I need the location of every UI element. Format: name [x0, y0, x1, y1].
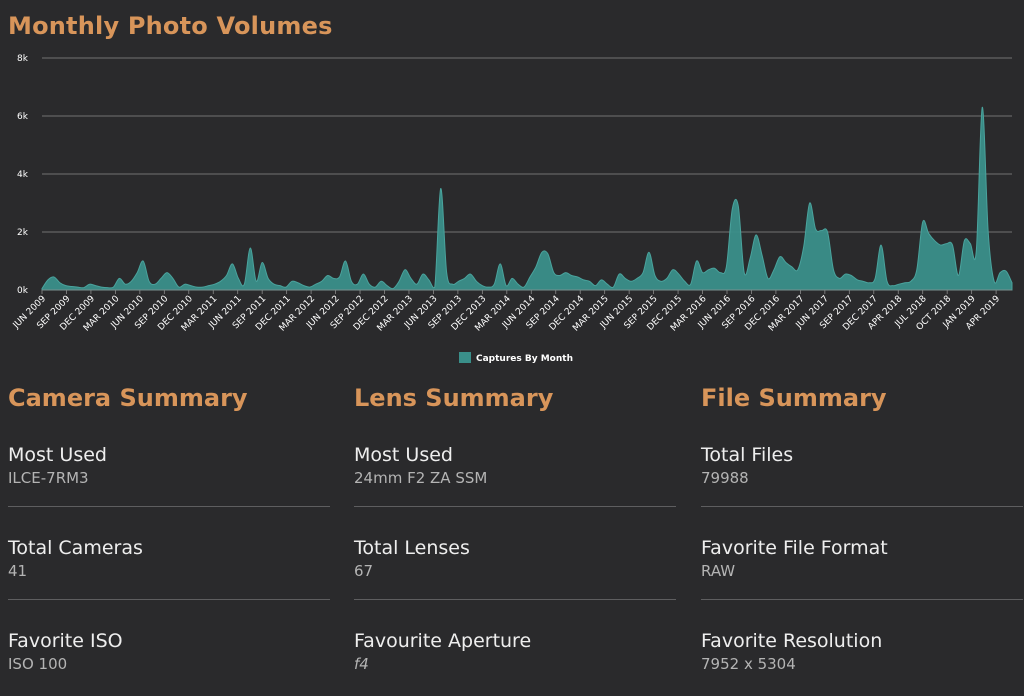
stat-total-cameras: Total Cameras 41	[8, 535, 330, 628]
chart-gridlines	[42, 57, 1012, 291]
stat-label: Favourite Aperture	[354, 630, 532, 652]
file-summary-title: File Summary	[701, 384, 887, 412]
divider	[8, 506, 330, 507]
lens-summary-section: Lens Summary Most Used 24mm F2 ZA SSM To…	[354, 378, 676, 696]
stat-label: Total Cameras	[8, 537, 143, 559]
stat-label: Favorite ISO	[8, 630, 123, 652]
y-tick-label: 2k	[17, 228, 29, 238]
legend-label: Captures By Month	[476, 354, 573, 364]
stat-label: Total Lenses	[354, 537, 470, 559]
stat-value: ILCE-7RM3	[8, 469, 89, 487]
divider	[8, 599, 330, 600]
stat-value: 79988	[701, 469, 749, 487]
stat-total-files: Total Files 79988	[701, 442, 1023, 535]
stat-value: ISO 100	[8, 655, 68, 673]
stat-most-used-camera: Most Used ILCE-7RM3	[8, 442, 330, 535]
y-tick-label: 0k	[17, 286, 29, 296]
stat-value: f4	[354, 655, 369, 673]
divider	[354, 506, 676, 507]
captures-area-series[interactable]	[41, 106, 1013, 291]
y-tick-label: 4k	[17, 170, 29, 180]
divider	[354, 599, 676, 600]
stat-favorite-iso: Favorite ISO ISO 100	[8, 628, 330, 696]
stat-label: Favorite File Format	[701, 537, 888, 559]
file-summary-section: File Summary Total Files 79988 Favorite …	[701, 378, 1023, 696]
legend-swatch	[459, 352, 471, 363]
stat-most-used-lens: Most Used 24mm F2 ZA SSM	[354, 442, 676, 535]
stat-value: 7952 x 5304	[701, 655, 796, 673]
stat-favorite-resolution: Favorite Resolution 7952 x 5304	[701, 628, 1023, 696]
stat-label: Most Used	[354, 444, 453, 466]
stat-value: 24mm F2 ZA SSM	[354, 469, 488, 487]
stat-favourite-aperture: Favourite Aperture f4	[354, 628, 676, 696]
lens-summary-title: Lens Summary	[354, 384, 554, 412]
chart-y-axis: 0k 2k 4k 6k 8k	[17, 54, 29, 296]
y-tick-label: 6k	[17, 112, 29, 122]
stat-favorite-file-format: Favorite File Format RAW	[701, 535, 1023, 628]
camera-summary-section: Camera Summary Most Used ILCE-7RM3 Total…	[8, 378, 330, 696]
stat-value: 67	[354, 562, 374, 580]
stat-value: RAW	[701, 562, 736, 580]
stat-label: Most Used	[8, 444, 107, 466]
camera-summary-title: Camera Summary	[8, 384, 248, 412]
y-tick-label: 8k	[17, 54, 29, 64]
stat-label: Favorite Resolution	[701, 630, 883, 652]
chart-legend[interactable]: Captures By Month	[459, 352, 573, 364]
divider	[701, 599, 1023, 600]
stat-value: 41	[8, 562, 28, 580]
stat-total-lenses: Total Lenses 67	[354, 535, 676, 628]
stat-label: Total Files	[701, 444, 794, 466]
divider	[701, 506, 1023, 507]
page-title: Monthly Photo Volumes	[8, 12, 333, 40]
